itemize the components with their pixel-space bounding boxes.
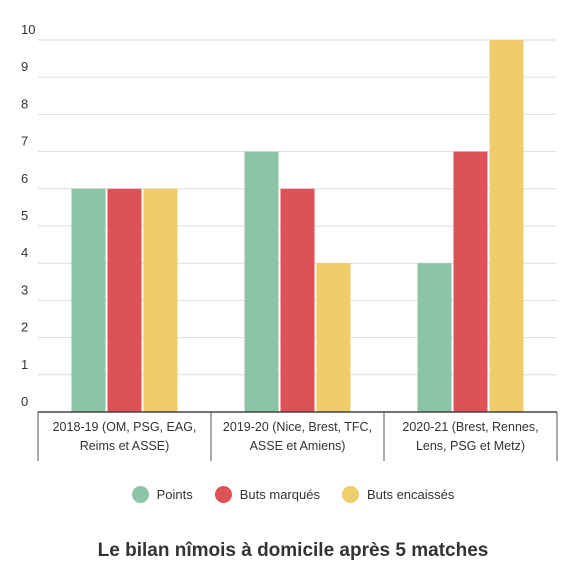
y-tick-label: 10 bbox=[21, 22, 35, 37]
bar-points-0 bbox=[71, 188, 106, 412]
legend-label-buts-encaisses: Buts encaissés bbox=[366, 487, 455, 502]
bar-chart: 0 1 2 3 4 5 6 7 8 9 10 2018-19 (OM, PSG, EAG, Reims… bbox=[21, 22, 558, 461]
x-category-label: 2019-20 (Nice, Brest, TFC, bbox=[223, 420, 372, 434]
bar-points-1 bbox=[244, 151, 279, 412]
y-tick-label: 2 bbox=[21, 320, 28, 335]
y-tick-label: 8 bbox=[21, 96, 28, 111]
x-category-label: 2018-19 (OM, PSG, EAG, bbox=[53, 420, 197, 434]
bar-buts-marqu-s-0 bbox=[107, 188, 142, 412]
bar-buts-marqu-s-1 bbox=[280, 188, 315, 412]
legend: Points Buts marqués Buts encaissés bbox=[0, 486, 586, 503]
legend-item-points: Points bbox=[131, 486, 193, 503]
legend-swatch-buts-encaisses bbox=[341, 486, 359, 503]
x-category-label: ASSE et Amiens) bbox=[250, 439, 346, 453]
x-category-label: 2020-21 (Brest, Rennes, bbox=[402, 420, 538, 434]
bar-buts-encaiss-s-1 bbox=[316, 263, 351, 412]
y-tick-label: 7 bbox=[21, 134, 28, 149]
bar-points-2 bbox=[417, 263, 452, 412]
y-axis-ticks: 0 1 2 3 4 5 6 7 8 9 10 bbox=[21, 22, 35, 409]
legend-label-buts-marques: Buts marqués bbox=[239, 487, 320, 502]
legend-label-points: Points bbox=[156, 487, 193, 502]
bars bbox=[71, 40, 524, 412]
legend-swatch-buts-marques bbox=[214, 486, 232, 503]
chart-title: Le bilan nîmois à domicile après 5 match… bbox=[97, 540, 489, 561]
y-tick-label: 5 bbox=[21, 208, 28, 223]
bar-buts-encaiss-s-2 bbox=[489, 40, 524, 412]
y-tick-label: 6 bbox=[21, 171, 28, 186]
x-category-label: Reims et ASSE) bbox=[80, 439, 170, 453]
bar-buts-encaiss-s-0 bbox=[143, 188, 178, 412]
legend-item-buts-encaisses: Buts encaissés bbox=[341, 486, 455, 503]
y-tick-label: 0 bbox=[21, 394, 28, 409]
bar-buts-marqu-s-2 bbox=[453, 151, 488, 412]
x-axis: 2018-19 (OM, PSG, EAG, Reims et ASSE) 2019… bbox=[37, 411, 558, 461]
legend-item-buts-marques: Buts marqués bbox=[214, 486, 320, 503]
y-tick-label: 1 bbox=[21, 357, 28, 372]
x-category-label: Lens, PSG et Metz) bbox=[416, 439, 525, 453]
y-tick-label: 4 bbox=[21, 245, 28, 260]
y-tick-label: 3 bbox=[21, 282, 28, 297]
y-tick-label: 9 bbox=[21, 59, 28, 74]
legend-swatch-points bbox=[131, 486, 149, 503]
